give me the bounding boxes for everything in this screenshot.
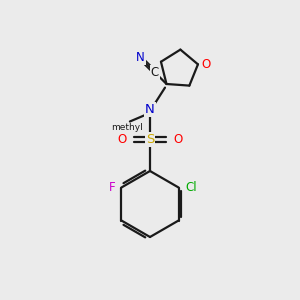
Text: Cl: Cl: [185, 181, 197, 194]
Text: N: N: [145, 103, 155, 116]
Text: methyl: methyl: [111, 123, 143, 132]
Text: O: O: [117, 133, 126, 146]
Text: O: O: [174, 133, 183, 146]
Text: S: S: [146, 133, 154, 146]
Text: C: C: [151, 66, 159, 79]
Text: O: O: [202, 58, 211, 71]
Text: F: F: [109, 181, 115, 194]
Text: N: N: [136, 51, 145, 64]
